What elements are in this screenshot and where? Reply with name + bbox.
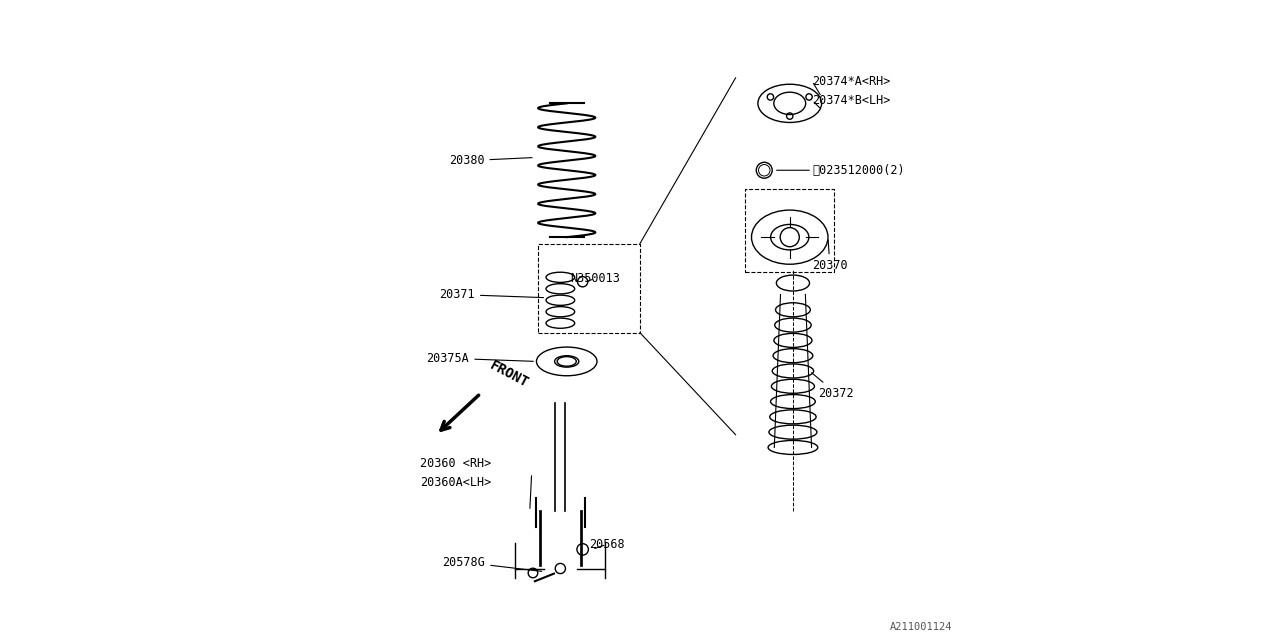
Text: 20380: 20380 [449,154,532,167]
Text: 20374*A<RH>: 20374*A<RH> [812,74,891,88]
Text: 20374*B<LH>: 20374*B<LH> [812,93,891,107]
Text: A211001124: A211001124 [890,622,952,632]
Text: ⓝ023512000(2): ⓝ023512000(2) [812,164,905,177]
Text: 20370: 20370 [812,240,847,273]
Text: 20372: 20372 [812,372,854,400]
Text: 20360 <RH>: 20360 <RH> [420,457,492,470]
Text: 20568: 20568 [589,538,625,551]
Text: N350013: N350013 [570,272,620,285]
Text: 20375A: 20375A [426,352,534,365]
Text: 20578G: 20578G [443,556,541,572]
Text: 20371: 20371 [439,288,544,301]
Text: FRONT: FRONT [488,358,531,390]
Text: 20360A<LH>: 20360A<LH> [420,476,492,489]
